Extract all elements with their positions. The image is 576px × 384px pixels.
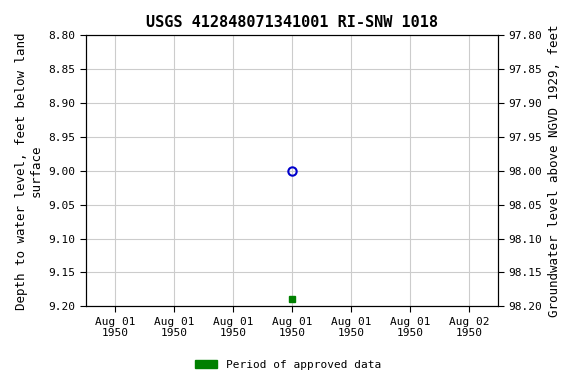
Legend: Period of approved data: Period of approved data (191, 356, 385, 375)
Y-axis label: Depth to water level, feet below land
surface: Depth to water level, feet below land su… (15, 32, 43, 310)
Y-axis label: Groundwater level above NGVD 1929, feet: Groundwater level above NGVD 1929, feet (548, 25, 561, 317)
Title: USGS 412848071341001 RI-SNW 1018: USGS 412848071341001 RI-SNW 1018 (146, 15, 438, 30)
